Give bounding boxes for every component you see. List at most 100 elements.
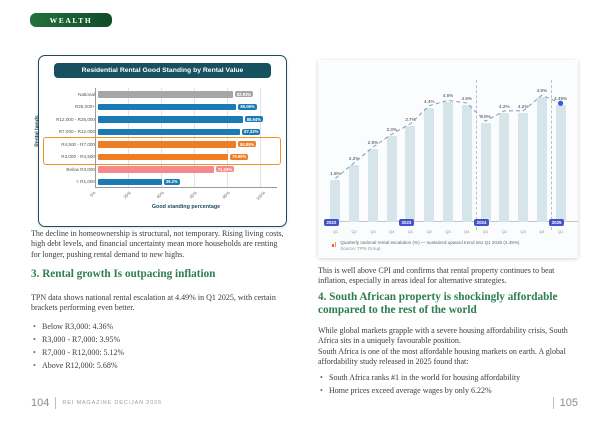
quarter-tick-label: Q2 <box>426 229 432 234</box>
right-paragraph-global-1: While global markets grapple with a seve… <box>318 326 568 346</box>
quarter-tick-label: Q2 <box>501 229 507 234</box>
bullet-item: R7,000 - R12,000: 5.12% <box>31 346 284 359</box>
bar-track: 71.19% <box>98 166 277 173</box>
bar <box>443 102 453 222</box>
quarter-tick-label: Q1 <box>332 229 339 234</box>
category-label: R12,000 - R25,000 <box>56 116 95 122</box>
bar-row: < R1,000 39.2% <box>49 176 277 189</box>
trend-line-layer <box>335 94 564 179</box>
category-label: R7,000 - R12,000 <box>58 129 95 135</box>
bar-row: R4,500 - R7,000 84.85% <box>49 138 277 151</box>
x-tick-label: 20% <box>122 190 133 200</box>
chart-caption: Quarterly national rental escalation (%)… <box>332 240 568 253</box>
bar-track: 87.33% <box>98 128 277 135</box>
category-label: Below R3,000 <box>66 166 95 172</box>
bar <box>98 103 237 110</box>
bar-chart-plot-area: National 82.93% R25,000+ 85.06% R12,000 - R2… <box>49 88 277 188</box>
right-paragraph-global-2: South Africa is one of the most affordab… <box>318 346 566 367</box>
bar <box>367 149 378 222</box>
caption-line1: Quarterly national rental escalation (%)… <box>340 240 520 245</box>
year-badge: 2023 <box>399 219 414 226</box>
bar <box>424 107 435 222</box>
value-label: 2.2% <box>348 155 360 161</box>
bar <box>518 112 529 222</box>
bullet-item: Above R12,000: 5.68% <box>31 359 284 372</box>
value-label: 85.06% <box>238 103 257 110</box>
bar <box>461 105 472 222</box>
bar-track: 82.93% <box>98 91 277 98</box>
x-tick-label: 80% <box>221 190 232 200</box>
gridline <box>194 88 196 188</box>
value-label: 4.6% <box>442 93 454 99</box>
year-badge: 2022 <box>324 219 339 226</box>
trend-line <box>335 94 561 179</box>
value-label: 1.6% <box>330 171 341 177</box>
right-paragraph-global: While global markets grapple with a seve… <box>318 326 580 368</box>
caption-source: Source: TPN Group <box>340 246 381 252</box>
bar-track: 85.06% <box>98 103 277 110</box>
bar <box>349 164 360 222</box>
y-axis-line <box>95 88 96 188</box>
bar <box>98 166 214 173</box>
section-heading-4: 4. South African property is shockingly … <box>318 291 558 317</box>
gridline <box>227 88 229 188</box>
value-label: 4.5% <box>461 96 473 101</box>
bullet-item: Home prices exceed average wages by only… <box>318 384 580 397</box>
bar <box>555 105 566 222</box>
bar-row: Below R3,000 71.19% <box>49 163 277 176</box>
value-label: 71.19% <box>215 166 235 173</box>
left-bullet-list: Below R3,000: 4.36%R3,000 - R7,000: 3.95… <box>31 320 284 372</box>
value-label: 3.8% <box>480 114 491 120</box>
x-tick-label: 60% <box>188 190 199 200</box>
quarter-tick-label: Q4 <box>539 229 545 234</box>
quarter-tick-label: Q1 <box>482 229 489 234</box>
chart-x-axis-label: Good standing percentage <box>151 204 221 210</box>
gridline <box>128 88 130 188</box>
footer-right: 105 <box>547 397 578 409</box>
x-tick-label: 40% <box>155 190 166 200</box>
category-label: R3,000 - R4,500 <box>61 154 95 160</box>
right-page-number: 105 <box>559 397 578 409</box>
category-label: National <box>78 91 95 97</box>
value-label: 4.8% <box>536 88 548 94</box>
caption-text: Quarterly national rental escalation (%)… <box>340 240 519 253</box>
bar-track: 39.2% <box>98 178 277 185</box>
year-badge: 2025 <box>549 219 564 226</box>
value-label: 39.2% <box>163 178 180 185</box>
value-label: 4.4% <box>423 98 435 104</box>
bullet-item: R3,000 - R7,000: 3.95% <box>31 333 284 346</box>
value-label: 82.93% <box>234 91 254 98</box>
section-badge: WEALTH <box>30 13 112 27</box>
magazine-name: REI MAGAZINE DEC/JAN 2026 <box>62 400 162 406</box>
category-label: < R1,000 <box>76 179 95 185</box>
bar <box>386 136 397 222</box>
year-badge: 2024 <box>474 219 489 226</box>
value-label: 3.7% <box>405 116 416 122</box>
chart-y-axis-label: Rental bands <box>34 115 41 147</box>
footer-divider <box>55 397 57 409</box>
bar <box>499 112 510 222</box>
bar <box>98 91 233 98</box>
quarter-tick-label: Q1 <box>407 229 414 234</box>
value-label: 4.2% <box>517 103 529 109</box>
right-bullet-list: South Africa ranks #1 in the world for h… <box>318 371 580 397</box>
bullet-item: Below R3,000: 4.36% <box>31 320 284 333</box>
quarter-tick-label: Q2 <box>351 229 357 234</box>
combo-chart-plot-area: 1.6% Q1 2.2% Q2 2.8% Q3 3.3% Q4 3.7% Q1 4.4% Q2 4.6%… <box>324 80 578 234</box>
latest-point-marker <box>558 100 564 106</box>
footer-left: 104 REI MAGAZINE DEC/JAN 2026 <box>31 397 162 409</box>
section-badge-label: WEALTH <box>49 15 93 25</box>
bar-row: National 82.93% <box>49 88 277 101</box>
value-label: 4.49% <box>554 96 568 102</box>
left-paragraph-tpn: TPN data shows national rental escalatio… <box>31 293 276 313</box>
quarter-tick-label: Q3 <box>445 229 451 234</box>
good-standing-chart-card: Residential Rental Good Standing by Rent… <box>34 55 287 227</box>
value-label: 4.2% <box>499 103 510 109</box>
bar <box>330 180 341 222</box>
quarter-tick-label: Q4 <box>389 229 395 234</box>
left-paragraph-homeownership: The decline in homeownership is structur… <box>31 229 284 259</box>
x-tick-label: 100% <box>255 190 267 202</box>
bar <box>98 153 229 160</box>
quarter-tick-label: Q4 <box>464 229 470 234</box>
